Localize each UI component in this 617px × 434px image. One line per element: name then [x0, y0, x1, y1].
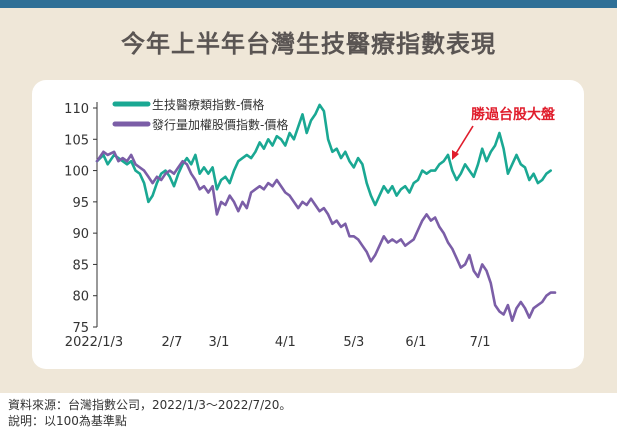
top-accent-bar — [0, 0, 617, 8]
source-note: 資料來源：台灣指數公司，2022/1/3～2022/7/20。 — [8, 398, 292, 412]
y-tick-label-85: 85 — [72, 258, 89, 273]
x-tick-label-2: 3/1 — [209, 335, 230, 350]
series-line-1 — [95, 150, 557, 322]
y-tick-label-100: 100 — [64, 165, 89, 180]
annotation-arrow-head — [452, 150, 459, 160]
legend-label-1: 發行量加權股價指數-價格 — [152, 117, 288, 132]
x-tick-label-3: 4/1 — [275, 335, 296, 350]
chart-axes: 75 80 85 90 95 100 105 110 2022/1/3 2/7 3/1 4/1 5/3 6… — [64, 102, 491, 350]
y-tick-label-75: 75 — [72, 321, 89, 336]
y-tick-label-90: 90 — [72, 227, 89, 242]
annotation-arrow-line — [454, 125, 474, 156]
x-tick-label-5: 6/1 — [405, 335, 426, 350]
annotation-text: 勝過台股大盤 — [471, 106, 556, 123]
y-tick-label-95: 95 — [72, 196, 89, 211]
y-tick-label-80: 80 — [72, 290, 89, 305]
y-tick-label-110: 110 — [64, 102, 89, 117]
chart-annotation: 勝過台股大盤 — [452, 106, 556, 160]
series-layer — [95, 103, 557, 322]
chart-title: 今年上半年台灣生技醫療指數表現 — [121, 30, 496, 58]
series-line-0 — [95, 103, 552, 207]
y-tick-label-105: 105 — [64, 133, 89, 148]
x-tick-label-6: 7/1 — [470, 335, 491, 350]
x-tick-label-0: 2022/1/3 — [65, 335, 123, 350]
x-tick-label-4: 5/3 — [343, 335, 364, 350]
x-tick-label-1: 2/7 — [161, 335, 182, 350]
legend-label-0: 生技醫療類指數-價格 — [152, 97, 264, 112]
baseline-note: 說明：以100為基準點 — [8, 414, 127, 428]
